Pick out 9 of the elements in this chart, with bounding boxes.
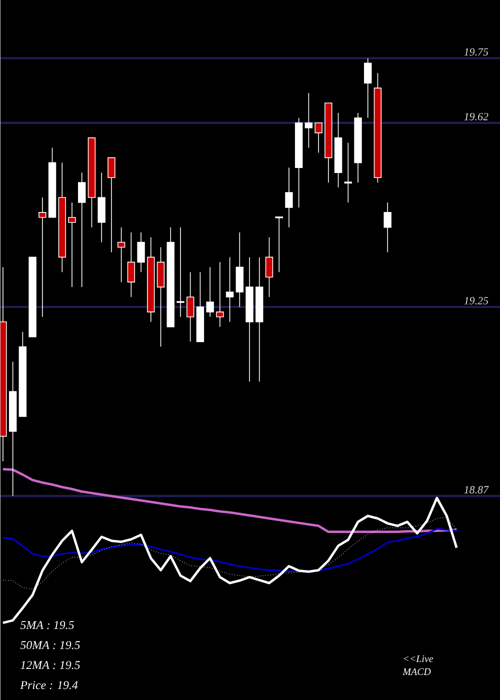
annotation: 5MA : 19.5 bbox=[20, 621, 74, 630]
annotation: Price : 19.4 bbox=[20, 681, 78, 690]
annotation: 50MA : 19.5 bbox=[20, 641, 80, 650]
annotation: 12MA : 19.5 bbox=[20, 661, 80, 670]
annotation: <<Live MACD bbox=[402, 655, 434, 676]
y-tick-label: 19.75 bbox=[464, 48, 488, 56]
y-tick-label: 18.87 bbox=[464, 486, 489, 494]
y-tick-label: 19.62 bbox=[464, 112, 488, 120]
y-tick-label: 19.25 bbox=[464, 297, 488, 304]
